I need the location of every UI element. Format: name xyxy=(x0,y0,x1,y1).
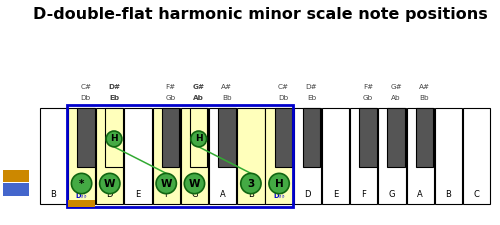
Text: Ab: Ab xyxy=(392,95,401,101)
Text: H: H xyxy=(110,134,118,143)
Bar xyxy=(266,108,293,204)
Text: D#: D# xyxy=(306,84,318,90)
Text: D: D xyxy=(304,190,310,199)
Text: B: B xyxy=(50,190,56,199)
Text: G: G xyxy=(191,190,198,199)
Text: F#: F# xyxy=(166,84,175,90)
Text: C#: C# xyxy=(278,84,289,90)
Text: Db: Db xyxy=(278,95,288,101)
Text: D: D xyxy=(106,190,113,199)
Bar xyxy=(181,108,208,204)
Text: 3: 3 xyxy=(248,178,254,189)
Text: W: W xyxy=(104,178,116,189)
Bar xyxy=(406,108,434,204)
Bar xyxy=(463,108,490,204)
Text: Bb: Bb xyxy=(222,95,232,101)
Text: Ab: Ab xyxy=(193,95,204,101)
Text: G#: G# xyxy=(192,84,204,90)
Text: B: B xyxy=(248,190,254,199)
Bar xyxy=(303,108,320,167)
Bar xyxy=(77,108,94,167)
Text: Eb: Eb xyxy=(109,95,119,101)
Circle shape xyxy=(269,173,289,194)
Bar xyxy=(274,108,292,167)
Bar xyxy=(68,200,96,207)
Bar xyxy=(68,105,293,207)
Bar xyxy=(388,108,405,167)
Text: B: B xyxy=(446,190,452,199)
Bar xyxy=(294,108,321,204)
Text: W: W xyxy=(160,178,172,189)
Circle shape xyxy=(156,173,176,194)
Text: A: A xyxy=(418,190,423,199)
Bar xyxy=(237,108,264,204)
Circle shape xyxy=(191,131,206,147)
Circle shape xyxy=(240,173,261,194)
Text: F: F xyxy=(362,190,366,199)
Bar xyxy=(4,183,29,196)
Bar xyxy=(162,108,179,167)
Text: Db: Db xyxy=(80,95,91,101)
Text: F#: F# xyxy=(363,84,373,90)
Text: Gb: Gb xyxy=(363,95,373,101)
Text: Eb: Eb xyxy=(307,95,316,101)
Bar xyxy=(416,108,433,167)
Text: D♭♭: D♭♭ xyxy=(273,193,285,199)
Text: Gb: Gb xyxy=(166,95,175,101)
Bar xyxy=(152,108,180,204)
Circle shape xyxy=(72,173,92,194)
Text: C#: C# xyxy=(80,84,92,90)
Text: D-double-flat harmonic minor scale note positions: D-double-flat harmonic minor scale note … xyxy=(32,7,487,22)
Text: E: E xyxy=(136,190,140,199)
Text: H: H xyxy=(195,134,202,143)
Text: E: E xyxy=(333,190,338,199)
Bar xyxy=(96,108,124,204)
Text: D#: D# xyxy=(108,84,120,90)
Circle shape xyxy=(106,131,122,147)
Text: A#: A# xyxy=(222,84,232,90)
Bar xyxy=(360,108,377,167)
Bar xyxy=(350,108,378,204)
Bar xyxy=(434,108,462,204)
Text: H: H xyxy=(274,178,283,189)
Text: G#: G# xyxy=(390,84,402,90)
Bar xyxy=(378,108,406,204)
Text: A#: A# xyxy=(419,84,430,90)
Circle shape xyxy=(100,173,120,194)
Text: G: G xyxy=(388,190,395,199)
Bar xyxy=(4,170,29,182)
Bar xyxy=(124,108,152,204)
Circle shape xyxy=(184,173,204,194)
Text: D♭♭: D♭♭ xyxy=(76,193,88,199)
Text: *: * xyxy=(79,178,84,189)
Bar xyxy=(322,108,349,204)
Text: Bb: Bb xyxy=(420,95,430,101)
Bar xyxy=(68,108,96,204)
Text: basicmusictheory.com: basicmusictheory.com xyxy=(14,68,19,134)
Text: W: W xyxy=(188,178,200,189)
Text: C: C xyxy=(474,190,480,199)
Bar xyxy=(218,108,236,167)
Bar xyxy=(106,108,123,167)
Bar xyxy=(190,108,208,167)
Text: F: F xyxy=(164,190,168,199)
Text: A: A xyxy=(220,190,226,199)
Bar xyxy=(40,108,67,204)
Bar xyxy=(209,108,236,204)
